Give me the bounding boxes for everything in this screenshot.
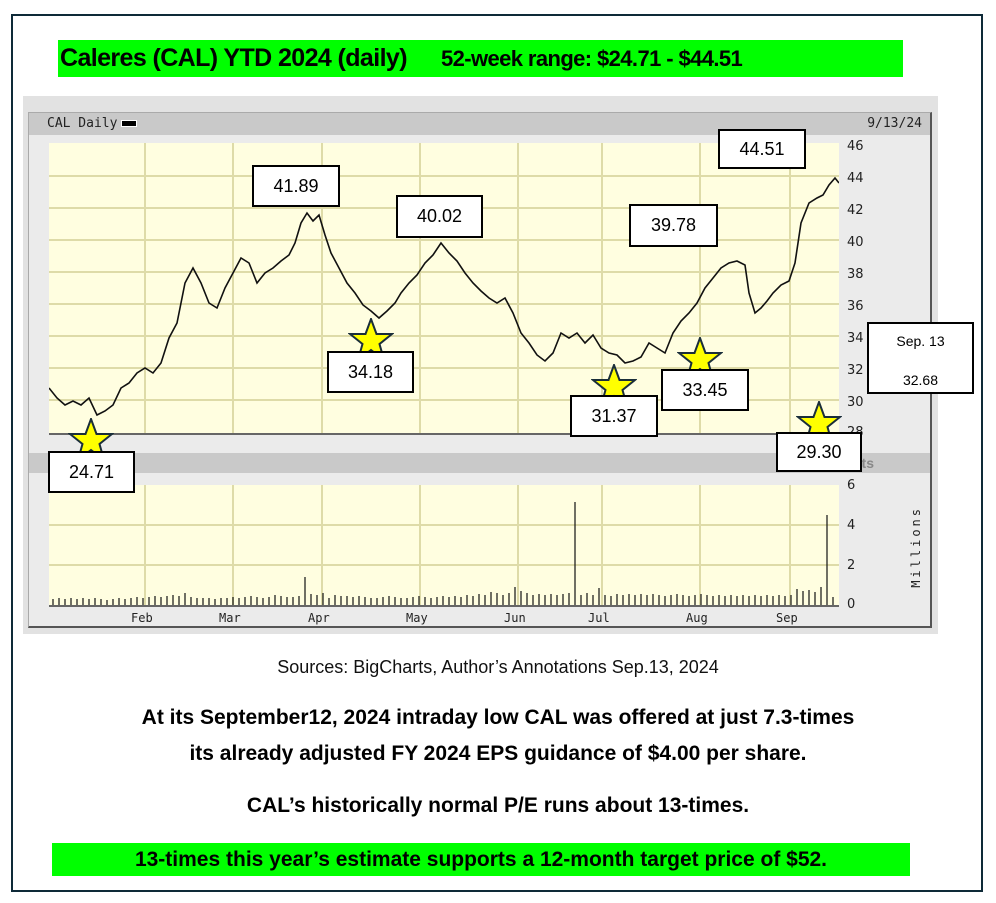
price-line <box>49 176 839 417</box>
bigcharts-chart: CAL Daily 9/13/24 46 44 <box>28 112 932 628</box>
valuation-text-line2: its already adjusted FY 2024 EPS guidanc… <box>189 742 807 765</box>
annotation-low-jan: 24.71 <box>48 451 135 493</box>
price-axis-tick: 46 <box>847 139 864 154</box>
annotation-low-jul: 31.37 <box>570 395 658 437</box>
annotation-low-aug: 33.45 <box>661 369 749 411</box>
month-label: Feb <box>131 611 153 625</box>
month-label: Jul <box>588 611 610 625</box>
last-price-date: Sep. 13 <box>896 333 945 349</box>
volume-axis-tick: 0 <box>847 597 856 612</box>
last-price-box: Sep. 13 32.68 <box>867 322 974 394</box>
star-low-apr-icon <box>348 318 394 362</box>
valuation-text-line1: At its September12, 2024 intraday low CA… <box>141 706 855 729</box>
price-axis-tick: 32 <box>847 363 864 378</box>
price-axis-tick: 38 <box>847 267 864 282</box>
annotation-high-mar: 41.89 <box>252 165 340 207</box>
annotation-high-may: 40.02 <box>396 195 483 238</box>
volume-axis-tick: 2 <box>847 558 856 573</box>
star-low-jan-icon <box>68 418 114 462</box>
source-caption: Sources: BigCharts, Author’s Annotations… <box>277 657 719 677</box>
title-banner: Caleres (CAL) YTD 2024 (daily) 52-week r… <box>58 40 903 77</box>
annotation-low-sep: 29.30 <box>776 432 862 472</box>
price-axis-tick: 30 <box>847 395 864 410</box>
price-axis-tick: 40 <box>847 235 864 250</box>
price-axis-tick: 36 <box>847 299 864 314</box>
volume-axis-tick: 4 <box>847 518 856 533</box>
price-axis-tick: 44 <box>847 171 864 186</box>
last-price-value: 32.68 <box>902 372 939 388</box>
annotation-low-apr: 34.18 <box>327 351 414 393</box>
range-text: 52-week range: $24.71 - $44.51 <box>440 45 743 71</box>
pe-text: CAL’s historically normal P/E runs about… <box>246 794 750 817</box>
volume-bars <box>52 502 834 605</box>
volume-axis-tick: 6 <box>847 478 856 493</box>
title-text: Caleres (CAL) YTD 2024 (daily) <box>60 44 408 72</box>
legend-swatch-icon <box>121 120 138 127</box>
volume-plot-area <box>49 485 839 607</box>
chart-header: CAL Daily 9/13/24 <box>29 113 930 135</box>
month-label: Jun <box>504 611 526 625</box>
price-axis-tick: 42 <box>847 203 864 218</box>
month-label: Aug <box>686 611 708 625</box>
month-label: Apr <box>308 611 330 625</box>
annotation-high-aug: 44.51 <box>718 129 806 169</box>
annotation-high-jul: 39.78 <box>629 204 718 247</box>
month-label: Mar <box>219 611 241 625</box>
chart-series-label: CAL Daily <box>47 116 138 131</box>
month-label: May <box>406 611 428 625</box>
target-price-banner: 13-times this year’s estimate supports a… <box>52 843 910 876</box>
month-label: Sep <box>776 611 798 625</box>
volume-axis-label: Millions <box>909 506 923 588</box>
price-axis-tick: 34 <box>847 331 864 346</box>
chart-date: 9/13/24 <box>867 116 922 131</box>
chart-panel: CAL Daily 9/13/24 46 44 <box>23 96 938 634</box>
